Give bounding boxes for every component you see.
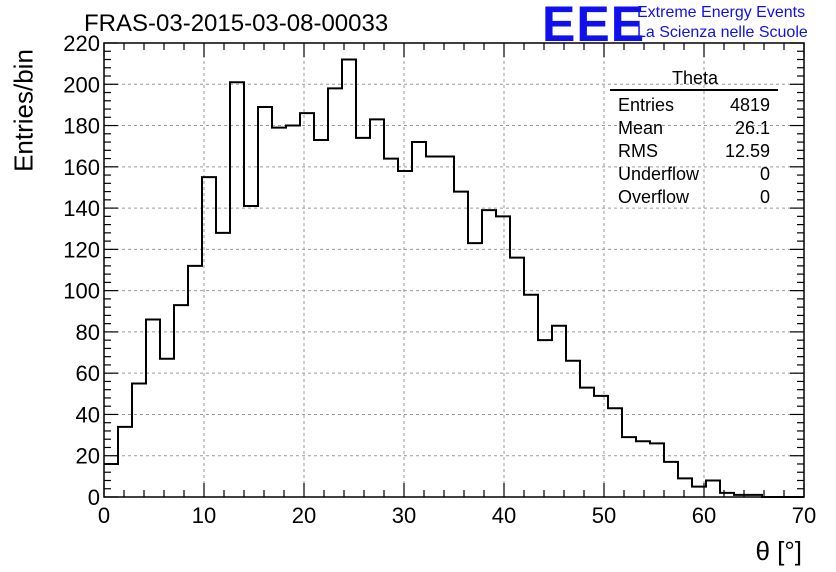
histogram-bin [258,107,272,497]
stats-divider [610,89,778,91]
x-tick-label: 70 [792,503,816,528]
stats-value: 0 [759,164,770,184]
histogram-bin [286,126,300,497]
stats-label: Overflow [618,187,690,207]
histogram-bin [146,320,160,497]
histogram-bin [174,305,188,497]
stats-value: 4819 [729,95,770,115]
y-tick-label: 180 [63,114,100,139]
histogram-bin [608,408,622,497]
histogram-bin [188,266,202,497]
stats-value: 26.1 [734,118,770,138]
histogram-bin [440,157,454,498]
stats-value: 12.59 [724,141,770,161]
histogram-bin [510,258,524,497]
histogram-bin [230,82,244,497]
x-tick-label: 50 [592,503,616,528]
histogram-bin [356,138,370,497]
histogram-bin [538,340,552,497]
histogram-bin [482,210,496,497]
stats-row-entries: Entries 4819 [610,94,778,117]
y-tick-label: 220 [63,31,100,56]
histogram-bin [118,427,132,497]
logo-line-2: La Scienza nelle Scuole [637,24,808,41]
y-tick-label: 120 [63,237,100,262]
histogram-bin [328,88,342,497]
histogram-bin [160,359,174,497]
histogram-bin [524,295,538,497]
histogram-bin [468,243,482,497]
y-tick-label: 20 [76,444,100,469]
histogram-bin [314,140,328,497]
histogram-bin [650,443,664,497]
eee-logo: EEE [542,0,646,52]
histogram-bin [300,113,314,497]
histogram-bin [566,361,580,497]
y-tick-label: 160 [63,155,100,180]
plot-frame [103,42,805,498]
stats-value: 0 [759,187,770,207]
x-tick-label: 60 [692,503,716,528]
histogram-bin [216,233,230,497]
histogram-bin [706,480,720,497]
histogram-bin [384,159,398,497]
x-tick-label: 10 [192,503,216,528]
x-tick-label: 30 [392,503,416,528]
x-tick-label: 20 [292,503,316,528]
histogram-bin [622,437,636,497]
histogram-bin [132,384,146,498]
x-tick-label: 0 [98,503,110,528]
stats-label: Mean [618,118,664,138]
histogram-bin [398,171,412,497]
histogram-bin [636,441,650,497]
histogram-bin [202,177,216,497]
stats-label: Entries [618,95,675,115]
histogram-bin [664,462,678,497]
y-tick-label: 80 [76,320,100,345]
stats-row-rms: RMS 12.59 [610,140,778,163]
x-tick-label: 40 [492,503,516,528]
histogram-bin [370,119,384,497]
stats-row-mean: Mean 26.1 [610,117,778,140]
y-tick-label: 140 [63,196,100,221]
histogram-bin [580,388,594,497]
histogram-bin [244,206,258,497]
histogram-bin [342,60,356,497]
histogram-bin [552,326,566,497]
stats-label: RMS [618,141,658,161]
axes: 0 10 20 30 40 50 60 70 0 20 40 60 80 100 120 140 160 180 2… [63,31,816,528]
histogram-bin [412,142,426,497]
y-tick-label: 60 [76,361,100,386]
histogram-bin [426,157,440,498]
stats-box: Theta Entries 4819 Mean 26.1 RMS 12.59 U… [610,68,778,209]
stats-row-overflow: Overflow 0 [610,186,778,209]
grid-lines [104,43,804,497]
y-tick-label: 200 [63,72,100,97]
chart-title: FRAS-03-2015-03-08-00033 [84,10,389,37]
histogram-bars [104,58,804,498]
histogram-bin [678,478,692,497]
y-tick-label: 40 [76,402,100,427]
histogram-bin [496,216,510,497]
stats-row-underflow: Underflow 0 [610,163,778,186]
logo-line-1: Extreme Energy Events [637,4,806,21]
y-tick-label: 0 [88,485,100,510]
y-axis-label: Entries/bin [8,49,39,172]
histogram-outline [104,58,804,498]
y-tick-label: 100 [63,279,100,304]
stats-label: Underflow [618,164,700,184]
histogram-bin [594,396,608,497]
histogram-bin [454,192,468,497]
histogram-bin [272,128,286,497]
stats-title: Theta [671,68,719,88]
x-axis-label: θ [°] [755,536,802,566]
